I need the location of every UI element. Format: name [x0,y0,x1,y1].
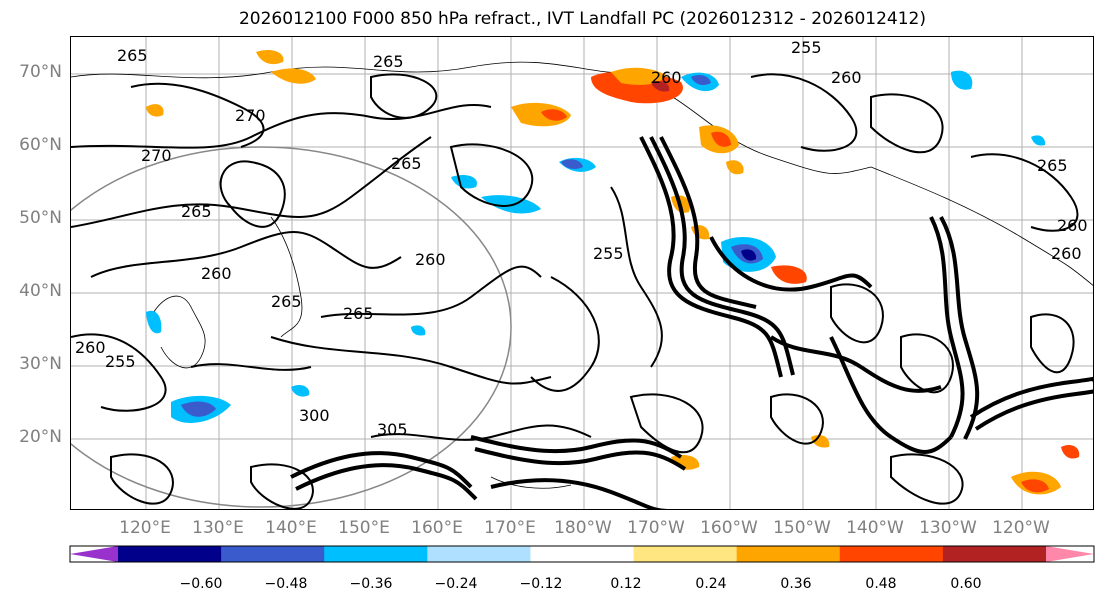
graticule [71,37,1093,509]
colorbar-tick-label: −0.12 [519,576,563,592]
contour-label: 270 [141,146,172,165]
colorbar-segment [324,546,428,562]
colorbar [69,545,1095,563]
lon-label: 170°W [627,518,685,538]
lat-label: 20°N [19,427,62,447]
lon-label: 140°W [846,518,904,538]
contour-label: 260 [1051,244,1082,263]
contour-label: 260 [651,68,682,87]
lon-label: 170°E [484,518,536,538]
contour-label: 265 [1037,156,1068,175]
contour-label: 265 [343,304,374,323]
dense-contours [290,136,1093,509]
contour-label: 265 [271,292,302,311]
lat-label: 70°N [19,62,62,82]
colorbar-segment [633,546,738,562]
contour-label: 300 [299,406,330,425]
lon-label: 120°W [992,518,1050,538]
contour-label: 260 [415,250,446,269]
contour-label: 260 [1057,216,1088,235]
lon-label: 130°E [192,518,244,538]
colorbar-segment [736,546,841,562]
colorbar-extend-max [1046,546,1094,562]
map-title: 2026012100 F000 850 hPa refract., IVT La… [238,9,926,29]
lon-label: 160°W [700,518,758,538]
colorbar-tick-label: 0.12 [610,576,642,592]
colorbar-tick-label: 0.60 [950,576,982,592]
contour-label: 260 [75,338,106,357]
lon-label: 120°E [119,518,171,538]
colorbar-outline [69,545,1095,563]
contour-label: 265 [391,154,422,173]
lat-label: 60°N [19,135,62,155]
colorbar-segment [942,546,1047,562]
lat-label: 40°N [19,281,62,301]
colorbar-tick-label: −0.60 [179,576,223,592]
colorbar-tick-label: 0.48 [865,576,897,592]
colorbar-segment [118,546,222,562]
map-canvas: 265 265 270 270 265 265 260 265 260 255 … [71,37,1093,509]
colorbar-segment [839,546,944,562]
contour-label: 265 [117,46,148,65]
contour-label: 265 [373,52,404,71]
colorbar-extend-min [70,546,118,562]
contour-label: 255 [105,352,136,371]
colorbar-tick-label: 0.36 [780,576,812,592]
lon-label: 180°W [554,518,612,538]
contour-label: 305 [377,420,408,439]
shading-blobs [146,50,1080,495]
lon-label: 150°E [338,518,390,538]
colorbar-tick-label: −0.48 [264,576,308,592]
contour-label-layer: 265 265 270 270 265 265 260 265 260 255 … [75,38,1088,439]
lat-label: 50°N [19,208,62,228]
colorbar-tick-label: −0.36 [349,576,393,592]
colorbar-segment [221,546,325,562]
lat-label: 30°N [19,354,62,374]
range-circle [71,146,512,508]
map-panel[interactable]: 265 265 270 270 265 265 260 265 260 255 … [70,36,1094,510]
lon-label: 150°W [773,518,831,538]
colorbar-segment [530,546,635,562]
colorbar-tick-label: 0.24 [695,576,727,592]
contour-label: 270 [235,106,266,125]
colorbar-tick-label: −0.24 [434,576,478,592]
colorbar-segment [427,546,531,562]
contour-label: 260 [201,264,232,283]
contour-label: 265 [181,202,212,221]
lon-label: 140°E [265,518,317,538]
contour-label: 260 [831,68,862,87]
lon-label: 130°W [919,518,977,538]
refractivity-contours [71,73,1079,509]
contour-label: 255 [791,38,822,57]
lon-label: 160°E [411,518,463,538]
contour-label: 255 [593,244,624,263]
